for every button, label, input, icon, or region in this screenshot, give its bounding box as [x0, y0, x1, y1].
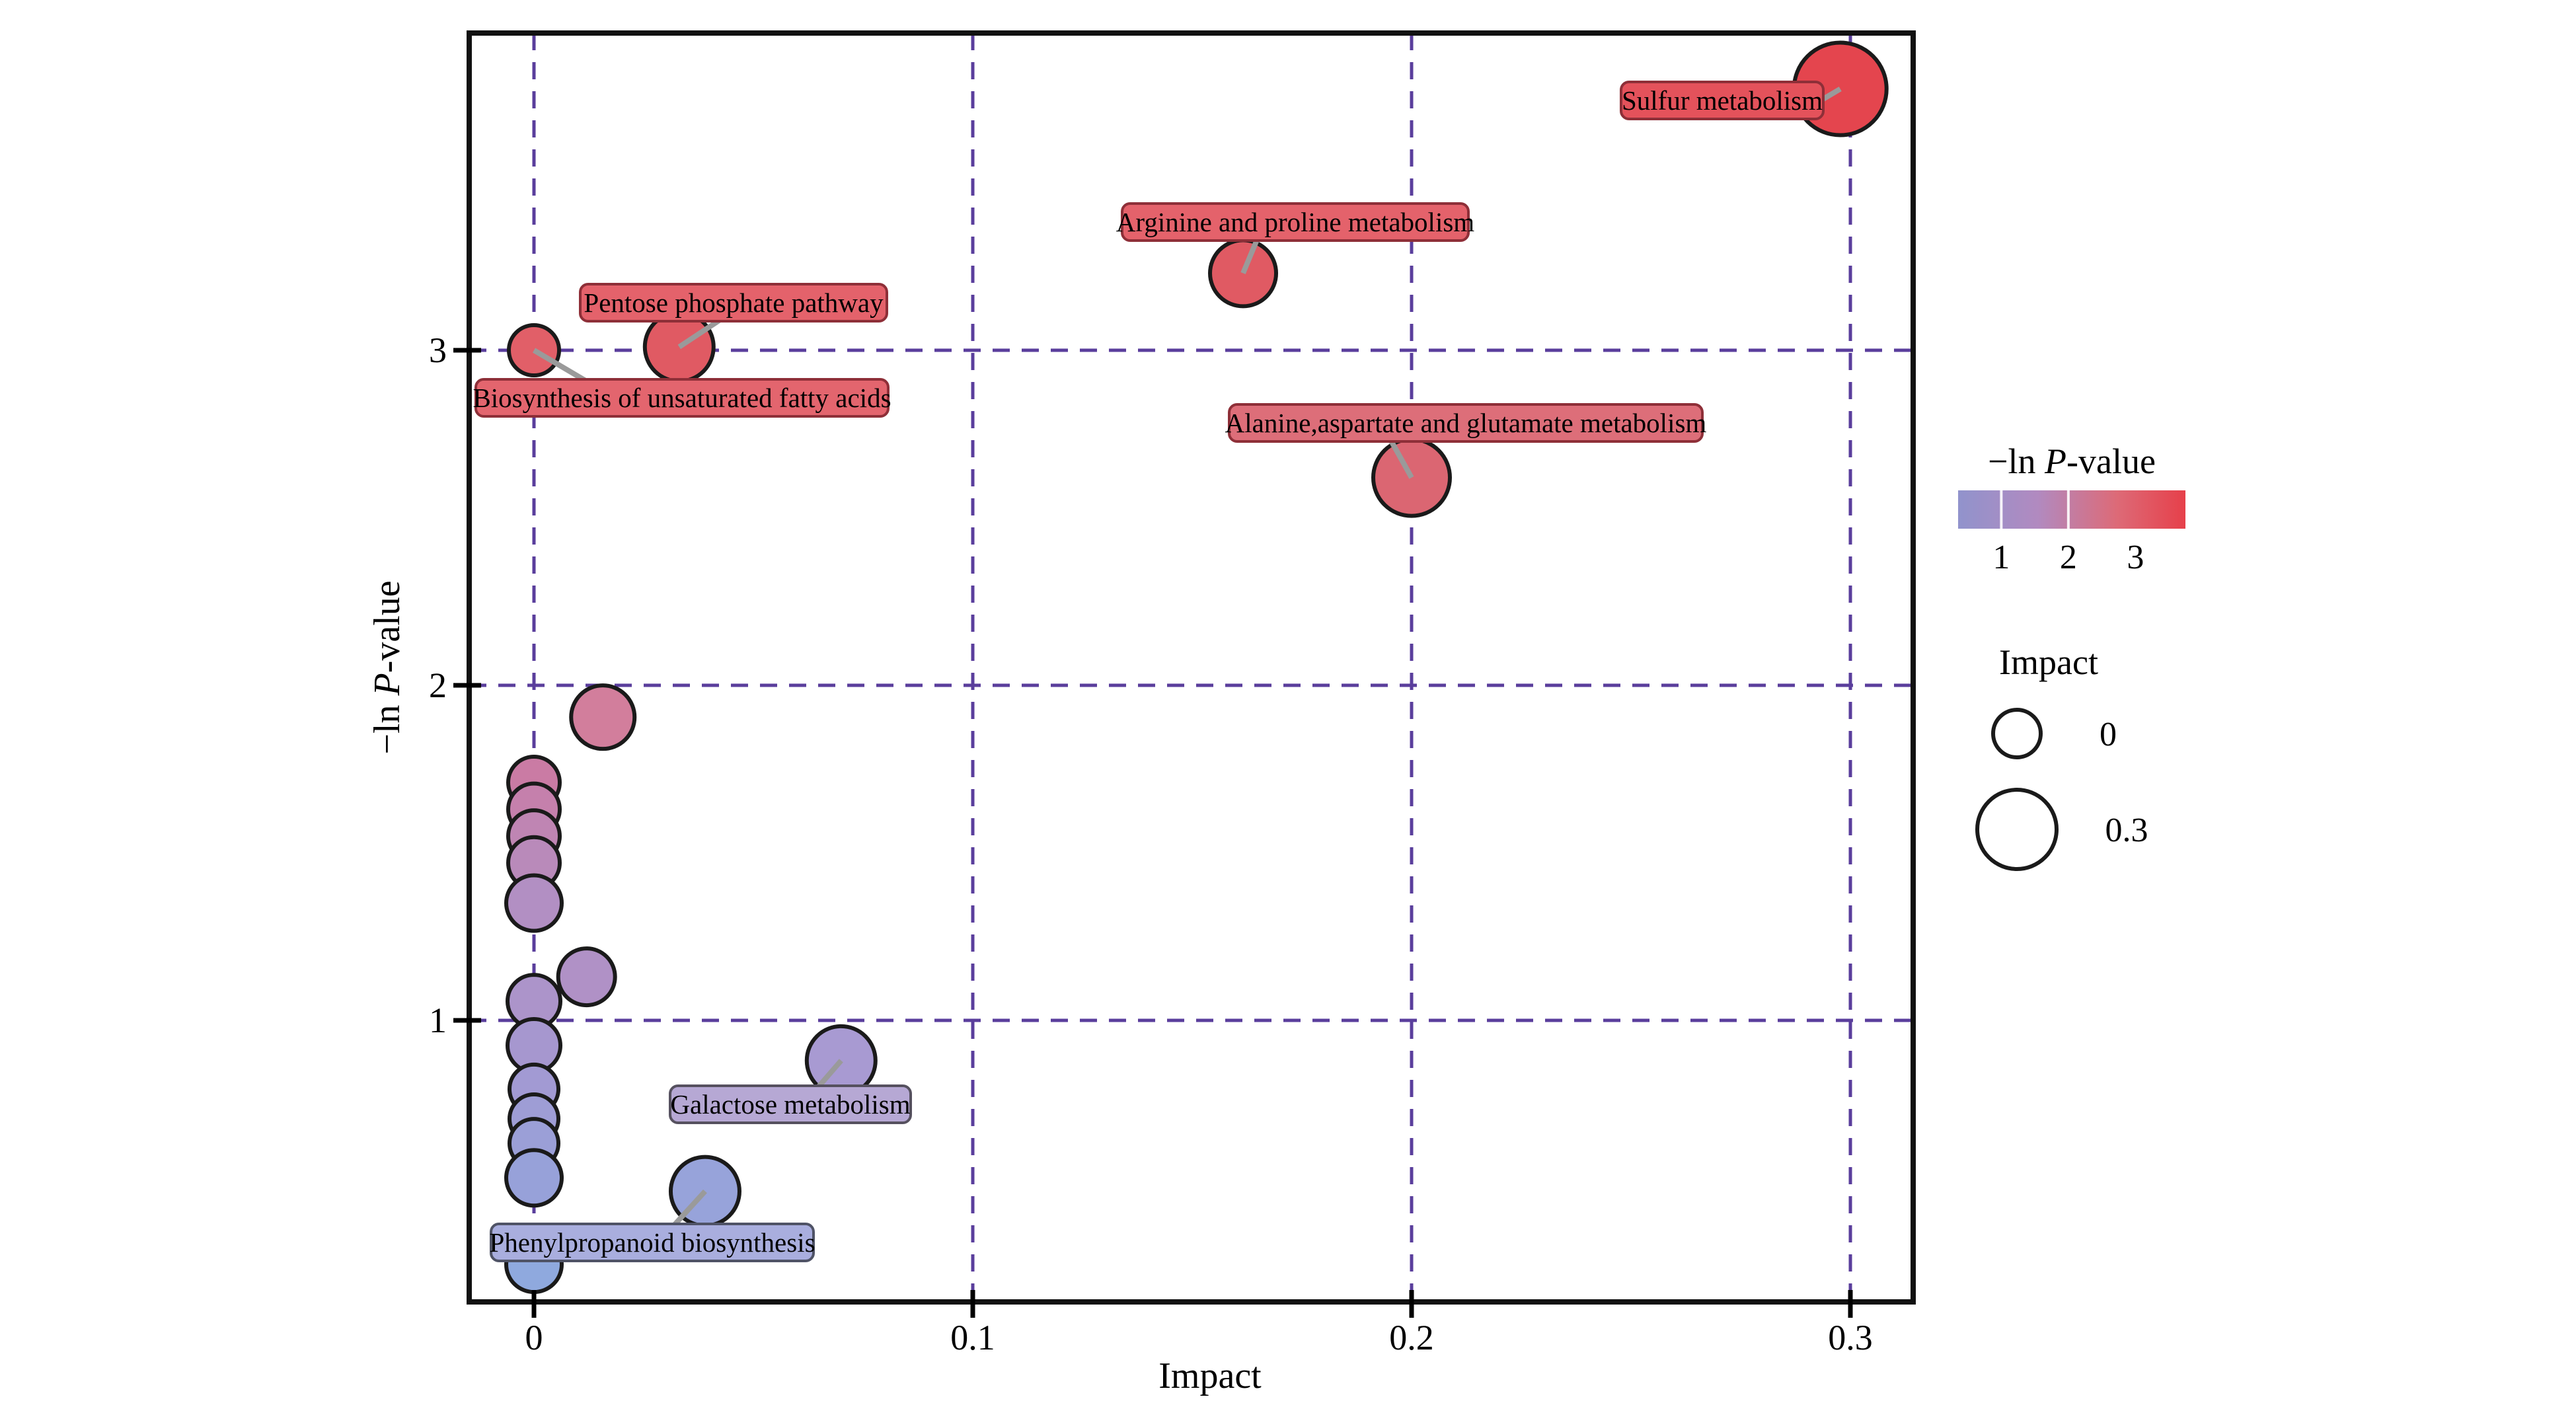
pathway-label-text: Arginine and proline metabolism: [1116, 207, 1474, 237]
gradient-tick-label: 2: [2060, 539, 2077, 576]
pathway-label-box[interactable]: [579, 283, 888, 323]
pathway-label-text: Phenylpropanoid biosynthesis: [489, 1227, 815, 1258]
y-tick-label: 2: [429, 665, 447, 705]
plot-border: [467, 30, 1916, 1305]
label-connector-line: [1388, 439, 1414, 479]
y-axis-title: −ln P-value: [367, 580, 408, 754]
pathway-bubble[interactable]: [569, 683, 637, 751]
x-tick-label: 0: [525, 1318, 543, 1357]
label-connector-line: [677, 318, 721, 350]
legend-size-label: 0.3: [2105, 812, 2148, 849]
axis-labels: 1 2 3 0 0.1 0.2 0.3 Impact −ln P-value: [367, 330, 1873, 1396]
pathway-label-box[interactable]: [1620, 81, 1825, 120]
pathway-bubble[interactable]: [504, 873, 564, 933]
gradient-tick-label: 3: [2127, 539, 2144, 576]
pathway-label[interactable]: Alanine,aspartate and glutamate metaboli…: [1225, 403, 1707, 443]
pathway-bubble[interactable]: [504, 1148, 564, 1208]
x-axis-title: Impact: [1158, 1355, 1262, 1396]
pathway-label-box[interactable]: [669, 1084, 912, 1124]
y-tick-label: 1: [429, 1001, 447, 1040]
pathway-label[interactable]: Sulfur metabolism: [1620, 81, 1825, 120]
pathway-label[interactable]: Arginine and proline metabolism: [1116, 202, 1474, 242]
legend-size-label: 0: [2100, 716, 2117, 753]
pathway-label-box[interactable]: [474, 378, 890, 418]
label-connector-line: [532, 348, 587, 383]
pathway-label-text: Sulfur metabolism: [1622, 85, 1823, 116]
axis-ticks: [453, 348, 1853, 1318]
pathway-label-text: Pentose phosphate pathway: [584, 287, 884, 318]
pathway-label[interactable]: Pentose phosphate pathway: [579, 283, 888, 323]
gradient-tick-label: 1: [1992, 539, 2010, 576]
pathway-label-box[interactable]: [1228, 403, 1704, 443]
pathway-label-box[interactable]: [1121, 202, 1470, 242]
legend-size-title: Impact: [1999, 642, 2098, 682]
legend-size-circle: [1991, 708, 2043, 759]
legend-color-title: −ln P-value: [1988, 441, 2156, 481]
label-connector-line: [672, 1189, 707, 1227]
pathway-label-box[interactable]: [490, 1223, 815, 1262]
label-connector-line: [815, 1059, 843, 1089]
label-connector-line: [1240, 239, 1260, 274]
label-connector-line: [1820, 87, 1842, 102]
pvalue-gradient-bar: [1958, 490, 2185, 529]
y-tick-label: 3: [429, 330, 447, 370]
pathway-label-text: Biosynthesis of unsaturated fatty acids: [473, 383, 891, 413]
legend-size-circle: [1975, 788, 2059, 871]
pathway-label[interactable]: Galactose metabolism: [669, 1084, 912, 1124]
pathway-label[interactable]: Phenylpropanoid biosynthesis: [489, 1223, 815, 1262]
x-tick-label: 0.2: [1389, 1318, 1434, 1357]
pathway-bubble[interactable]: [556, 946, 617, 1008]
x-tick-label: 0.1: [950, 1318, 995, 1357]
pathway-label-text: Galactose metabolism: [670, 1089, 910, 1120]
x-tick-label: 0.3: [1828, 1318, 1873, 1357]
pathway-label[interactable]: Biosynthesis of unsaturated fatty acids: [473, 378, 891, 418]
pathway-label-layer: Sulfur metabolism Arginine and proline me…: [473, 81, 1825, 1262]
connector-layer: [532, 87, 1842, 1227]
pathway-label-text: Alanine,aspartate and glutamate metaboli…: [1225, 408, 1707, 438]
